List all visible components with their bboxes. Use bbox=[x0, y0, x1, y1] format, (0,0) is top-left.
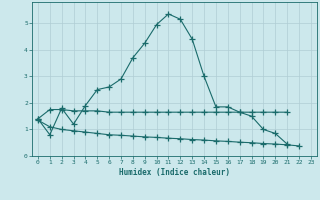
X-axis label: Humidex (Indice chaleur): Humidex (Indice chaleur) bbox=[119, 168, 230, 177]
